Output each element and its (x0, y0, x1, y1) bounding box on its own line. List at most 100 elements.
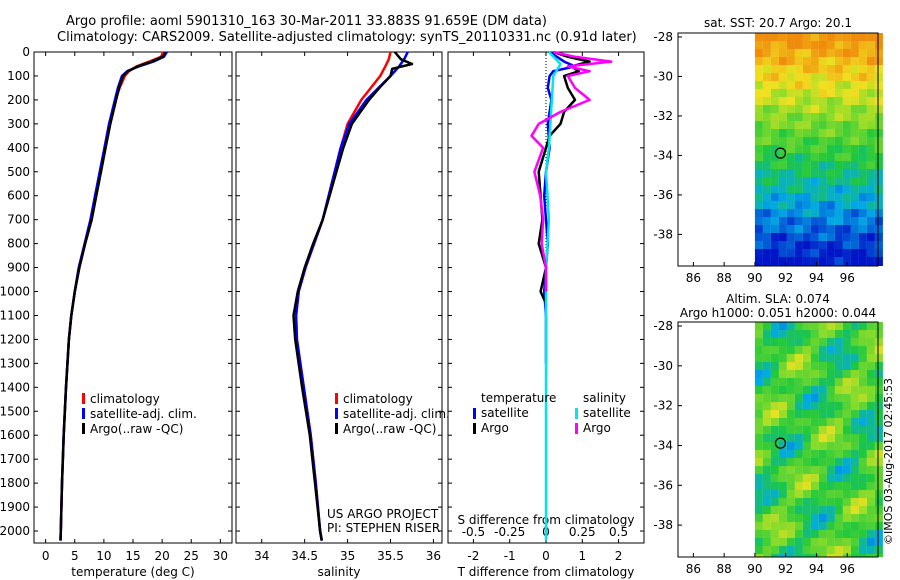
map-cell (866, 33, 875, 41)
map-cell (794, 466, 803, 474)
map-cell (818, 201, 827, 209)
legend-swatch-temperature (473, 408, 476, 419)
map-cell (802, 169, 811, 177)
map-cell (810, 249, 819, 257)
map-cell (842, 249, 851, 257)
map-cell (762, 394, 771, 402)
map-cell (874, 394, 883, 402)
map-cell (818, 177, 827, 185)
map-cell (850, 354, 859, 362)
map-cell (778, 450, 787, 458)
map-cell (826, 506, 835, 514)
map-cell (794, 538, 803, 546)
map-cell (786, 450, 795, 458)
map-cell (826, 442, 835, 450)
map-cell (842, 33, 851, 41)
map-cell (786, 426, 795, 434)
map-cell (850, 426, 859, 434)
map-cell (834, 177, 843, 185)
map-cell (754, 522, 763, 530)
map-cell (842, 458, 851, 466)
map-cell (842, 522, 851, 530)
series-line-temperature-argo-raw-qc- (59, 51, 167, 541)
map-cell (850, 145, 859, 153)
map-cell (866, 322, 875, 330)
map-cell (842, 330, 851, 338)
map-cell (754, 338, 763, 346)
map-cell (754, 434, 763, 442)
map-cell (802, 97, 811, 105)
map-cell (778, 554, 787, 557)
map-cell (762, 458, 771, 466)
map-cell (762, 466, 771, 474)
map-cell (786, 169, 795, 177)
map-cell (778, 177, 787, 185)
map-cell (778, 386, 787, 394)
map-cell (810, 474, 819, 482)
map-cell (810, 394, 819, 402)
map-cell (826, 81, 835, 89)
map-cell (826, 97, 835, 105)
xtick-label-salinity: 35 (340, 549, 355, 563)
map-cell (794, 177, 803, 185)
map-cell (762, 370, 771, 378)
map-cell (858, 506, 867, 514)
map-cell (858, 81, 867, 89)
map-cell (786, 458, 795, 466)
map-cell (778, 434, 787, 442)
map-cell (802, 81, 811, 89)
map-cell (786, 65, 795, 73)
map-cell (842, 241, 851, 249)
map-cell (842, 193, 851, 201)
map-cell (842, 370, 851, 378)
map-cell (810, 105, 819, 113)
map-cell (842, 362, 851, 370)
map-cell (826, 538, 835, 546)
map-cell (770, 322, 779, 330)
map-cell (818, 185, 827, 193)
map-cell (850, 89, 859, 97)
map-cell (866, 185, 875, 193)
map-cell (754, 65, 763, 73)
map-cell (786, 378, 795, 386)
map-cell (762, 137, 771, 145)
map-cell (762, 233, 771, 241)
map-cell (826, 217, 835, 225)
map-cell (802, 370, 811, 378)
figure-title-line2: Climatology: CARS2009. Satellite-adjuste… (57, 30, 637, 45)
map-cell (802, 49, 811, 57)
map-cell (858, 546, 867, 554)
map-cell (874, 169, 883, 177)
map-cell (786, 322, 795, 330)
map-cell (770, 522, 779, 530)
map-cell (754, 161, 763, 169)
map-cell (818, 482, 827, 490)
map-cell (770, 249, 779, 257)
map-cell (794, 217, 803, 225)
map-cell (842, 378, 851, 386)
map-cell (810, 426, 819, 434)
map-cell (842, 185, 851, 193)
map-cell (794, 257, 803, 265)
map-cell (874, 185, 883, 193)
map-cell (754, 506, 763, 514)
map-cell (770, 466, 779, 474)
map-cell (810, 129, 819, 137)
map-cell (770, 65, 779, 73)
map-cell (770, 49, 779, 57)
map-cell (794, 490, 803, 498)
map-cell (818, 418, 827, 426)
map-cell (826, 225, 835, 233)
map-cell (802, 201, 811, 209)
map-cell (754, 354, 763, 362)
map-cell (874, 241, 883, 249)
map-cell (754, 514, 763, 522)
map-cell (826, 33, 835, 41)
map-cell (818, 145, 827, 153)
map-cell (826, 185, 835, 193)
xtick-label-differences: -1 (504, 549, 516, 563)
map-cell (762, 49, 771, 57)
map-cell (770, 410, 779, 418)
map-cell (842, 57, 851, 65)
